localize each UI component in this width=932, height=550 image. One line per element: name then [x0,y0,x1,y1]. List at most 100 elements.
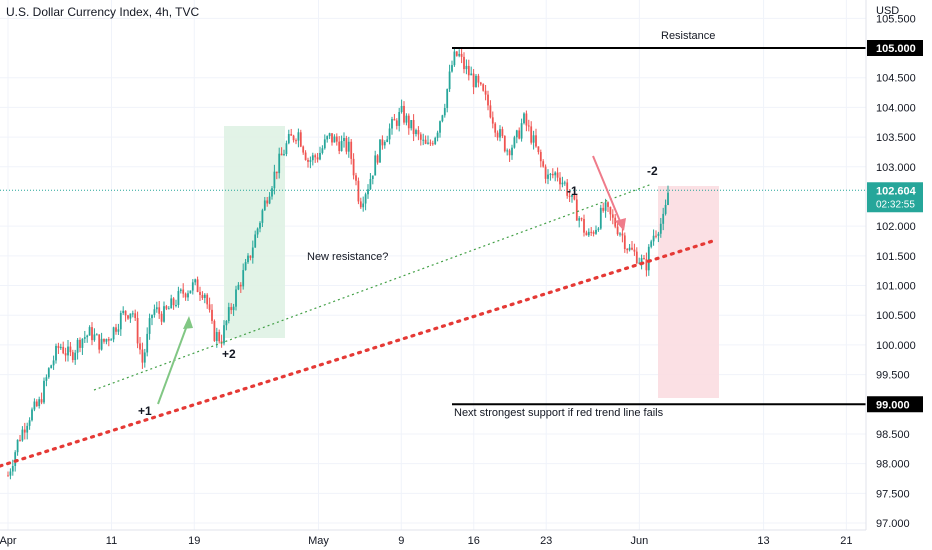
candle-body [103,338,105,342]
candle-body [153,309,156,315]
price-tick-label: 98.500 [876,429,910,441]
candle-body [434,137,437,145]
candle-body [443,108,446,116]
candle-body [177,291,180,306]
red-arrow-head [615,218,626,231]
candle-body [568,195,571,197]
chart-title: U.S. Dollar Currency Index, 4h, TVC [6,5,200,19]
time-axis[interactable]: Apr 11 19 May 9 16 23 Jun 13 21 [0,535,852,547]
candle-body [292,135,295,141]
candle-body [604,202,607,211]
level-tag[interactable] [867,396,923,413]
candle-body [259,222,261,229]
candle-body [206,294,209,305]
candle-body [283,154,285,156]
candle-body [215,332,218,341]
candle-body [364,194,367,204]
candle-body [285,143,288,155]
candle-body [482,84,485,91]
candle-body [547,174,549,179]
candle-body [9,471,12,476]
last-price-tag[interactable] [867,182,923,213]
time-tick-label: Apr [0,535,17,547]
candle-body [405,115,408,123]
candle-body [467,65,470,76]
candle-body [523,113,525,124]
candle-body [451,65,453,72]
candle-body [26,425,29,433]
candle-body [160,313,163,322]
candle-body [268,196,271,204]
candle-body [38,399,41,407]
candle-body [403,105,405,123]
candle-body [520,123,523,139]
candle-body [597,228,600,230]
annotation-labels: Resistance New resistance? Next strongest … [138,30,715,419]
candle-body [11,465,14,472]
candle-body [530,126,533,143]
candle-body [235,289,237,307]
grid [0,0,866,530]
candle-body [143,352,146,363]
candle-body [357,180,360,202]
candle-body [563,182,566,184]
time-tick-label: May [308,535,329,547]
candle-body [659,223,662,234]
candle-body [645,259,648,271]
candle-body [271,188,273,197]
candle-body [640,258,643,263]
candle-body [607,202,609,207]
candle-body [91,327,93,341]
candle-body [263,200,266,211]
level-tag-label: 99.000 [876,399,910,411]
candle-body [585,232,588,236]
candle-body [338,141,341,152]
price-tick-label: 101.500 [876,251,916,263]
candle-body [16,439,19,453]
candle-body [470,73,473,76]
candle-body [647,246,650,271]
candle-body [67,346,69,356]
candle-body [131,313,134,315]
time-tick-label: Jun [630,535,648,547]
minus1-label: -1 [567,184,578,198]
candle-body [201,294,204,298]
candle-body [479,82,482,85]
candle-body [494,123,497,133]
candle-body [475,75,477,88]
price-tick-label: 102.000 [876,221,916,233]
candle-body [477,75,480,83]
candle-body [218,332,221,342]
candle-body [55,345,57,361]
level-tag[interactable] [867,40,923,56]
candle-body [307,159,309,162]
candle-body [249,255,252,258]
candle-body [441,115,444,122]
candle-body [295,140,297,142]
candle-body [40,399,43,403]
candle-body [199,291,201,295]
candle-body [273,171,276,189]
candle-body [179,289,182,292]
candle-body [227,307,230,321]
candle-body [14,452,17,466]
candle-body [446,89,449,109]
candle-body [182,289,185,294]
candle-body [395,120,398,126]
candle-body [191,282,194,291]
price-tick-label: 97.000 [876,518,910,530]
candle-body [566,182,569,196]
candle-body [139,343,141,350]
price-axis[interactable]: 105.500 104.500 104.000 103.500 103.000 102.0… [867,13,923,530]
candle-body [117,329,120,332]
candle-body [489,105,492,118]
candle-body [59,346,62,349]
candle-body [278,153,281,174]
candle-body [578,218,581,221]
candle-body [455,51,458,56]
candle-body [69,346,72,353]
candle-body [280,153,283,156]
candle-body [535,135,537,147]
candle-body [321,148,324,153]
